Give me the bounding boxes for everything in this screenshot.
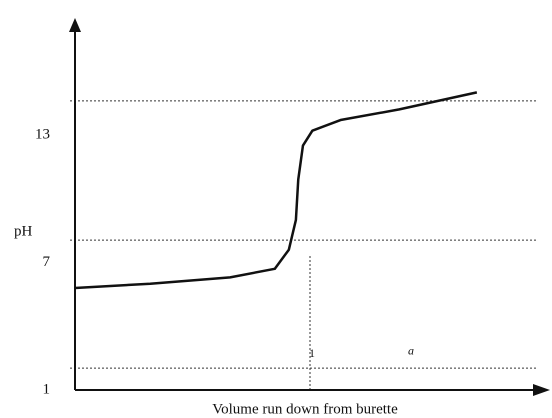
y-tick-label: 1 (43, 381, 51, 397)
y-axis-label: pH (14, 223, 33, 239)
y-axis-arrow (69, 18, 81, 32)
y-tick-label: 13 (35, 126, 50, 142)
y-tick-label: 7 (43, 254, 51, 270)
annotation: a (408, 343, 414, 357)
x-axis-label: Volume run down from burette (212, 401, 398, 417)
x-tick-label: 1 (309, 346, 315, 360)
titration-curve (74, 91, 478, 290)
x-axis-arrow (533, 384, 550, 396)
